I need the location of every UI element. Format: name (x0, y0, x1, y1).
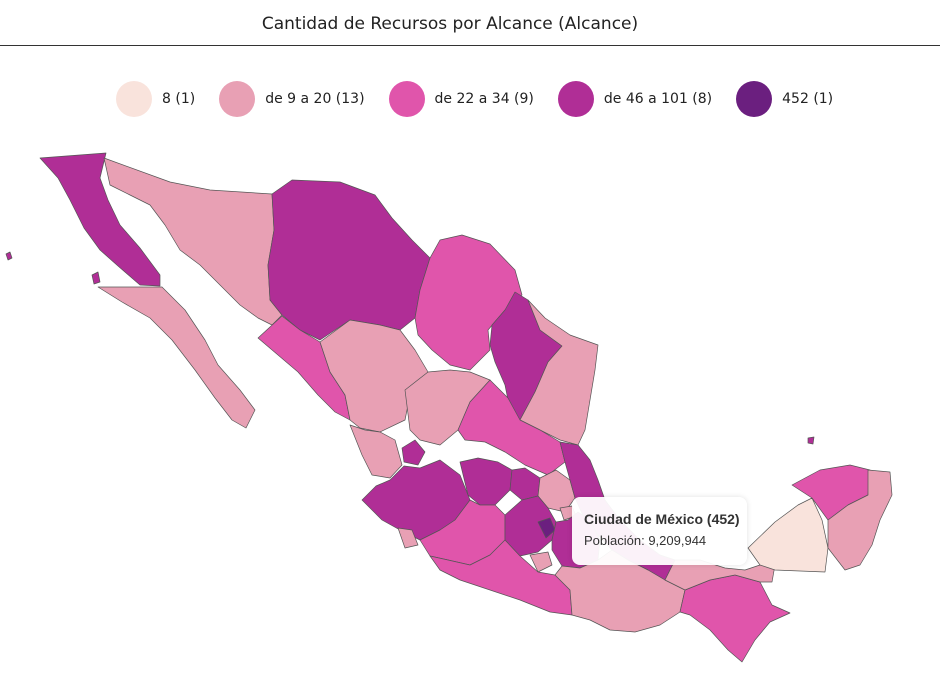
legend-label: 8 (1) (162, 91, 196, 107)
state-baja-california[interactable] (39, 152, 161, 287)
tooltip-title: Ciudad de México (452) (584, 511, 740, 527)
legend-label: de 9 a 20 (13) (265, 91, 365, 107)
state-baja-california-sur[interactable] (97, 286, 256, 429)
legend-label: de 22 a 34 (9) (434, 91, 534, 107)
legend-item-8[interactable]: 8 (1) (116, 81, 195, 117)
island-revillagigedo (5, 251, 13, 261)
legend-item-452[interactable]: 452 (1) (736, 81, 833, 117)
state-san-luis-potosi[interactable] (457, 379, 566, 476)
legend-swatch (388, 81, 425, 117)
state-aguascalientes[interactable] (401, 439, 426, 466)
legend-item-46-101[interactable]: de 46 a 101 (8) (557, 81, 713, 117)
state-chiapas[interactable] (679, 574, 791, 663)
state-chihuahua[interactable] (267, 179, 431, 341)
state-quintana-roo[interactable] (827, 469, 893, 571)
state-tamaulipas[interactable] (519, 299, 599, 446)
legend-swatch (116, 81, 152, 117)
title-divider (0, 45, 940, 46)
page-title: Cantidad de Recursos por Alcance (Alcanc… (261, 14, 639, 34)
state-coahuila[interactable] (414, 234, 523, 371)
legend-swatch (219, 81, 256, 117)
island-tiburon (91, 271, 101, 285)
map-tooltip: Ciudad de México (452) Población: 9,209,… (572, 497, 747, 565)
state-colima[interactable] (397, 527, 419, 549)
legend-swatch (557, 81, 594, 117)
legend-label: de 46 a 101 (8) (603, 91, 713, 107)
mexico-map (5, 152, 893, 663)
legend-item-22-34[interactable]: de 22 a 34 (9) (388, 81, 534, 117)
legend-item-9-20[interactable]: de 9 a 20 (13) (219, 81, 365, 117)
legend-swatch (736, 81, 773, 117)
state-morelos[interactable] (529, 551, 553, 573)
state-tabasco[interactable] (664, 559, 776, 591)
state-campeche[interactable] (747, 497, 829, 573)
tooltip-population: Población: 9,209,944 (584, 533, 707, 548)
island-cozumel (807, 436, 815, 445)
state-queretaro[interactable] (509, 467, 541, 501)
legend-label: 452 (1) (782, 91, 834, 107)
legend: 8 (1) de 9 a 20 (13) de 22 a 34 (9) de 4… (116, 80, 857, 118)
state-nayarit[interactable] (349, 424, 403, 479)
